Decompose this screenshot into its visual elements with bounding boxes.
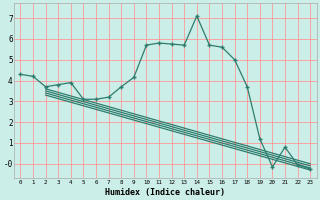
X-axis label: Humidex (Indice chaleur): Humidex (Indice chaleur) bbox=[105, 188, 225, 197]
